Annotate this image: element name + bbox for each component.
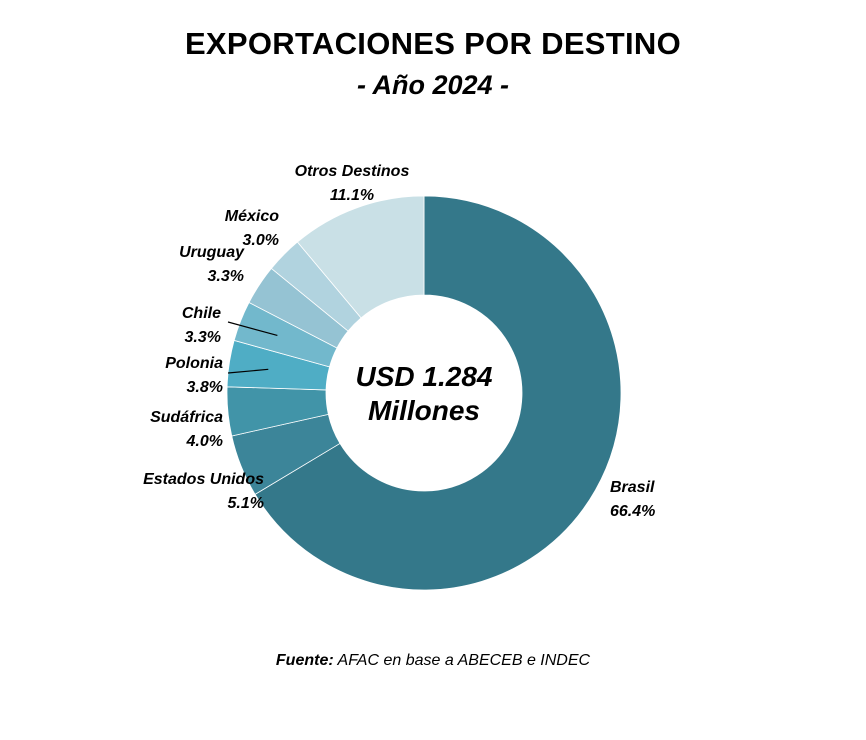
label-uruguay: Uruguay 3.3% <box>179 241 244 289</box>
source-note: Fuente: AFAC en base a ABECEB e INDEC <box>0 652 866 670</box>
label-otros-destinos-name: Otros Destinos <box>294 163 410 180</box>
label-polonia: Polonia 3.8% <box>165 352 223 400</box>
slice-otros-destinos <box>296 195 425 319</box>
label-uruguay-name: Uruguay <box>179 244 244 261</box>
label-brasil: Brasil 66.4% <box>610 476 655 524</box>
label-chile-name: Chile <box>181 305 221 322</box>
label-otros-destinos: Otros Destinos 11.1% <box>272 160 432 208</box>
source-prefix: Fuente: <box>275 652 334 669</box>
chart-title: EXPORTACIONES POR DESTINO <box>184 26 682 61</box>
leader-line-polonia <box>227 368 269 374</box>
label-otros-destinos-value: 11.1% <box>329 187 375 204</box>
chart-subtitle: - Año 2024 - <box>356 70 510 100</box>
donut-center-total: USD 1.284 Millones <box>324 360 524 428</box>
leader-line-chile <box>227 321 278 337</box>
label-mexico-value: 3.0% <box>242 232 279 249</box>
label-chile: Chile 3.3% <box>182 302 221 350</box>
center-line-2: Millones <box>367 395 480 426</box>
label-estados-unidos-name: Estados Unidos <box>143 471 264 488</box>
label-polonia-value: 3.8% <box>186 379 223 396</box>
label-mexico: México 3.0% <box>225 205 279 253</box>
label-brasil-value: 66.4% <box>610 503 656 520</box>
label-estados-unidos-value: 5.1% <box>227 495 264 512</box>
label-polonia-name: Polonia <box>165 355 223 372</box>
label-uruguay-value: 3.3% <box>207 268 244 285</box>
label-sudafrica: Sudáfrica 4.0% <box>150 406 223 454</box>
center-line-1: USD 1.284 <box>355 361 493 392</box>
label-sudafrica-value: 4.0% <box>186 433 223 450</box>
source-text: AFAC en base a ABECEB e INDEC <box>333 652 591 669</box>
slice-brasil <box>254 195 622 591</box>
label-chile-value: 3.3% <box>184 329 221 346</box>
label-estados-unidos: Estados Unidos 5.1% <box>143 468 264 516</box>
label-mexico-name: México <box>224 208 279 225</box>
label-sudafrica-name: Sudáfrica <box>150 409 223 426</box>
label-brasil-name: Brasil <box>610 479 655 496</box>
